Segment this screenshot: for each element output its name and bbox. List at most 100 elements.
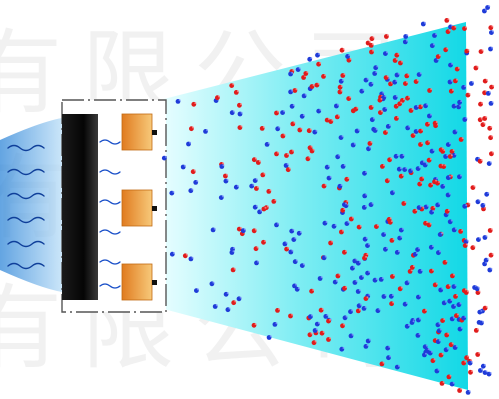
- ion-halo: [262, 126, 265, 129]
- ion-halo: [461, 137, 464, 140]
- ion-halo: [401, 174, 404, 176]
- ion-halo: [447, 332, 450, 335]
- ion-halo: [393, 190, 395, 193]
- ion-halo: [406, 81, 408, 84]
- ion-halo: [358, 308, 361, 311]
- ion-halo: [343, 73, 346, 76]
- ion-halo: [464, 288, 467, 291]
- ion-halo: [366, 77, 369, 80]
- ion-halo: [254, 323, 257, 326]
- ion-halo: [477, 286, 480, 289]
- ion-halo: [480, 117, 483, 120]
- ion-halo: [232, 83, 235, 86]
- ion-halo: [222, 162, 225, 165]
- ion-halo: [399, 167, 402, 169]
- ion-halo: [467, 48, 470, 51]
- ion-halo: [426, 221, 429, 224]
- ion-halo: [368, 293, 371, 296]
- ion-halo: [240, 111, 243, 114]
- ion-halo: [340, 184, 343, 187]
- ion-halo: [274, 199, 277, 202]
- ion-halo: [446, 347, 449, 350]
- ion-halo: [457, 66, 460, 69]
- ion-halo: [465, 243, 468, 246]
- ion-halo: [413, 318, 416, 321]
- electrode-tip-top: [152, 130, 157, 135]
- ion-halo: [366, 253, 369, 256]
- ion-halo: [327, 165, 330, 167]
- ion-halo: [293, 121, 296, 124]
- ion-halo: [383, 164, 385, 167]
- electrode-tip-middle: [152, 206, 157, 211]
- electrode-bottom: [121, 263, 153, 301]
- ion-halo: [288, 167, 291, 170]
- ion-halo: [277, 151, 280, 154]
- ion-halo: [425, 309, 427, 311]
- ion-halo: [427, 348, 430, 351]
- ion-halo: [215, 304, 218, 307]
- internal-wave-1: [99, 139, 121, 145]
- ion-halo: [448, 175, 451, 178]
- ion-halo: [400, 101, 403, 104]
- ion-halo: [317, 321, 320, 324]
- ion-halo: [236, 90, 239, 93]
- ion-halo: [331, 240, 334, 243]
- ion-halo: [454, 153, 457, 156]
- airflow-wave-4: [7, 216, 45, 224]
- electrode-top: [121, 113, 153, 151]
- ion-halo: [342, 48, 345, 50]
- ion-halo: [311, 314, 313, 317]
- ion-halo: [435, 121, 438, 123]
- ion-halo: [397, 250, 400, 253]
- ion-halo: [338, 154, 341, 157]
- ion-halo: [240, 103, 242, 106]
- ion-halo: [376, 65, 379, 68]
- ion-halo: [349, 58, 352, 60]
- ion-halo: [401, 60, 403, 63]
- ion-halo: [342, 347, 345, 349]
- ion-halo: [430, 88, 433, 91]
- ion-halo: [485, 370, 488, 373]
- ion-halo: [416, 79, 419, 82]
- ion-halo: [438, 322, 441, 325]
- ion-halo: [492, 151, 494, 154]
- ion-halo: [421, 142, 424, 145]
- ion-halo: [302, 263, 305, 266]
- ion-halo: [292, 149, 295, 152]
- ion-halo: [391, 294, 394, 297]
- ion-halo: [418, 333, 421, 336]
- ion-halo: [408, 125, 411, 128]
- ion-halo: [318, 53, 321, 55]
- ion-halo: [255, 178, 258, 181]
- ion-halo: [172, 252, 175, 254]
- ion-halo: [304, 93, 307, 96]
- ion-halo: [389, 355, 392, 358]
- ion-halo: [431, 183, 434, 185]
- ion-halo: [461, 229, 464, 232]
- electrodes: [121, 113, 157, 301]
- ion-halo: [395, 80, 398, 82]
- ion-halo: [191, 188, 194, 191]
- ion-halo: [430, 350, 433, 353]
- ion-halo: [371, 82, 374, 85]
- ion-halo: [433, 358, 436, 361]
- ion-halo: [206, 129, 209, 132]
- internal-wave-3: [99, 199, 121, 205]
- ion-halo: [232, 250, 235, 253]
- ion-halo: [283, 133, 286, 136]
- ion-halo: [389, 217, 392, 220]
- ion-halo: [451, 174, 453, 177]
- ion-halo: [351, 309, 354, 312]
- ion-halo: [385, 107, 388, 110]
- ion-halo: [310, 57, 313, 60]
- ion-halo: [422, 206, 425, 209]
- ion-halo: [454, 227, 457, 230]
- internal-wave-2: [99, 169, 121, 175]
- airflow-wave-2: [7, 168, 45, 176]
- ion-halo: [422, 160, 425, 163]
- ion-halo: [428, 122, 430, 125]
- ion-halo: [340, 89, 343, 92]
- ion-halo: [256, 246, 259, 249]
- ion-halo: [407, 280, 410, 283]
- ion-halo: [478, 199, 481, 202]
